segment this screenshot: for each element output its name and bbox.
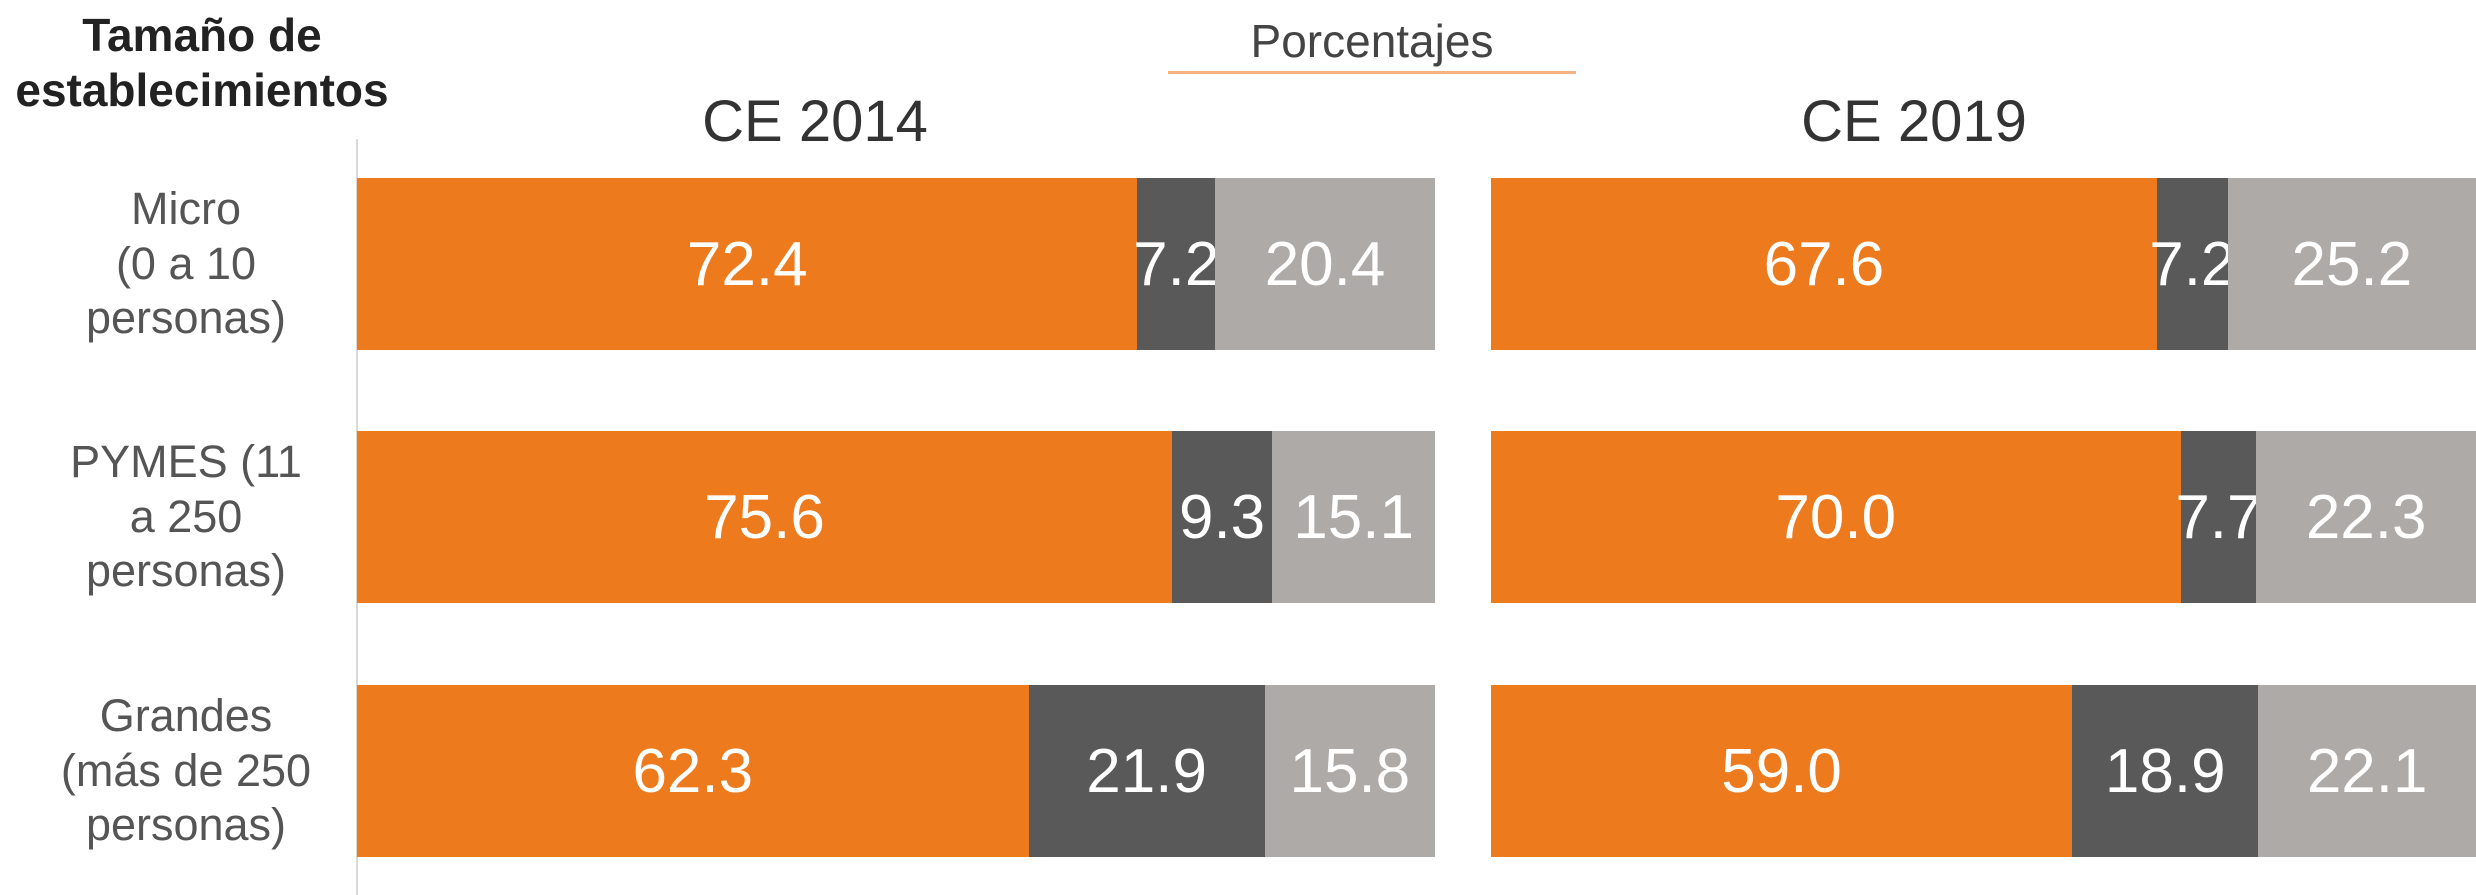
- category-label: Grandes (más de 250 personas): [60, 689, 312, 851]
- value-label: 7.2: [1133, 229, 1220, 299]
- value-label: 9.3: [1178, 482, 1266, 552]
- subtitle: Porcentajes: [1250, 15, 1494, 67]
- value-label: 7.7: [2175, 482, 2262, 552]
- bar-segment: [1215, 178, 1435, 350]
- bar-segment: [1028, 685, 1265, 857]
- bar-segment: [2156, 178, 2228, 350]
- bar-segment: [1171, 431, 1273, 603]
- bar-segment: [1491, 178, 2157, 350]
- category-label: Micro (0 a 10 personas): [85, 182, 287, 344]
- bar-segment: [357, 685, 1029, 857]
- bar-segment: [357, 178, 1138, 350]
- bar-segment: [1264, 685, 1435, 857]
- value-label: 67.6: [1763, 229, 1885, 299]
- category-label: PYMES (11 a 250 personas): [70, 435, 302, 597]
- value-label: 70.0: [1775, 482, 1897, 552]
- subtitle-underline: [1168, 71, 1576, 74]
- bar-segment: [1491, 685, 2073, 857]
- value-label: 75.6: [704, 482, 825, 552]
- value-label: 20.4: [1264, 229, 1386, 299]
- bar-segment: [1491, 431, 2181, 603]
- bar-segment: [1272, 431, 1435, 603]
- value-label: 72.4: [686, 229, 808, 299]
- value-label: 15.1: [1293, 482, 1414, 552]
- panel-title: CE 2014: [702, 89, 928, 154]
- value-label: 59.0: [1721, 736, 1842, 806]
- bar-segment: [1137, 178, 1216, 350]
- value-label: 21.9: [1086, 736, 1207, 806]
- header: Tamaño de establecimientos: [15, 9, 389, 117]
- value-label: 25.2: [2291, 229, 2413, 299]
- bar-segment: [2258, 685, 2476, 857]
- bar-segment: [2256, 431, 2476, 603]
- value-label: 62.3: [632, 736, 754, 806]
- value-label: 7.2: [2149, 229, 2236, 299]
- bar-segment: [2072, 685, 2259, 857]
- bar-segment: [2227, 178, 2476, 350]
- bar-segment: [2180, 431, 2257, 603]
- panel-title: CE 2019: [1801, 89, 2027, 154]
- value-label: 18.9: [2104, 736, 2226, 806]
- bar-segment: [357, 431, 1172, 603]
- value-label: 22.1: [2306, 736, 2428, 806]
- value-label: 22.3: [2305, 482, 2427, 552]
- value-label: 15.8: [1289, 736, 1411, 806]
